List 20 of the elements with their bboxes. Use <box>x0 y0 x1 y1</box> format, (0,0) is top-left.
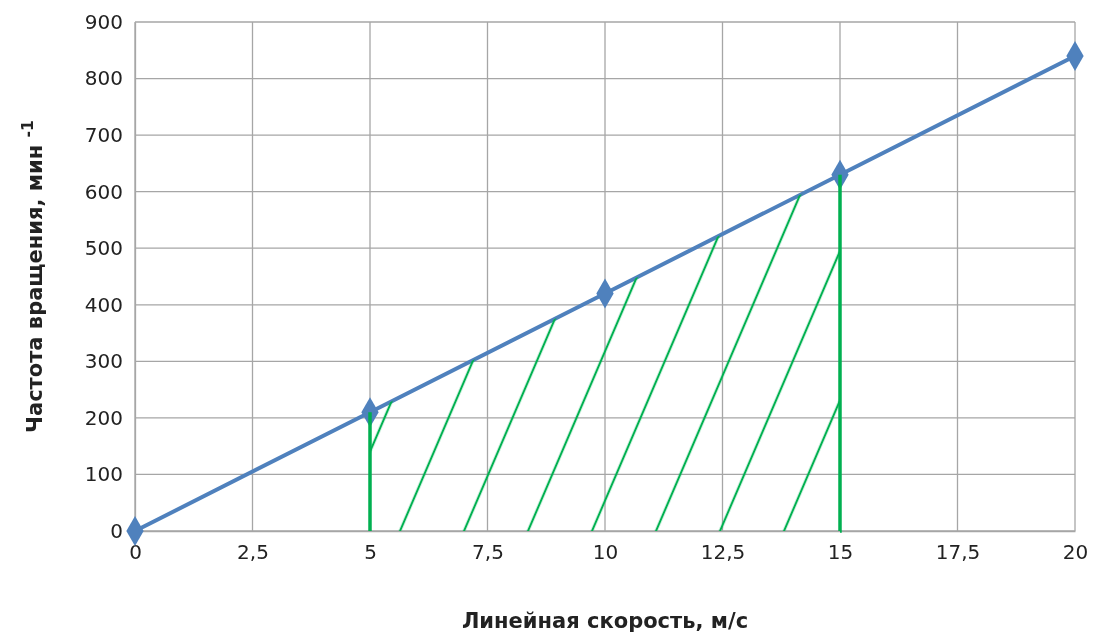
y-tick-label: 700 <box>84 123 123 148</box>
y-tick-label: 400 <box>84 292 123 317</box>
y-tick-label: 0 <box>110 518 123 543</box>
y-tick-label: 500 <box>84 236 123 261</box>
x-tick-label: 15 <box>827 540 854 565</box>
x-tick-label: 5 <box>364 540 377 565</box>
x-tick-label: 0 <box>129 540 142 565</box>
x-axis-title: Линейная скорость, м/с <box>461 609 749 633</box>
y-tick-label: 200 <box>84 405 123 430</box>
x-tick-label: 17,5 <box>935 540 981 565</box>
y-tick-label: 300 <box>84 349 123 374</box>
x-tick-label: 7,5 <box>472 540 504 565</box>
y-tick-label: 600 <box>84 179 123 204</box>
y-tick-label: 800 <box>84 66 123 91</box>
y-tick-label: 100 <box>84 462 123 487</box>
x-tick-label: 10 <box>592 540 619 565</box>
x-tick-label: 2,5 <box>237 540 269 565</box>
x-tick-label: 12,5 <box>700 540 746 565</box>
y-tick-label: 900 <box>84 9 123 34</box>
x-tick-label: 20 <box>1062 540 1089 565</box>
